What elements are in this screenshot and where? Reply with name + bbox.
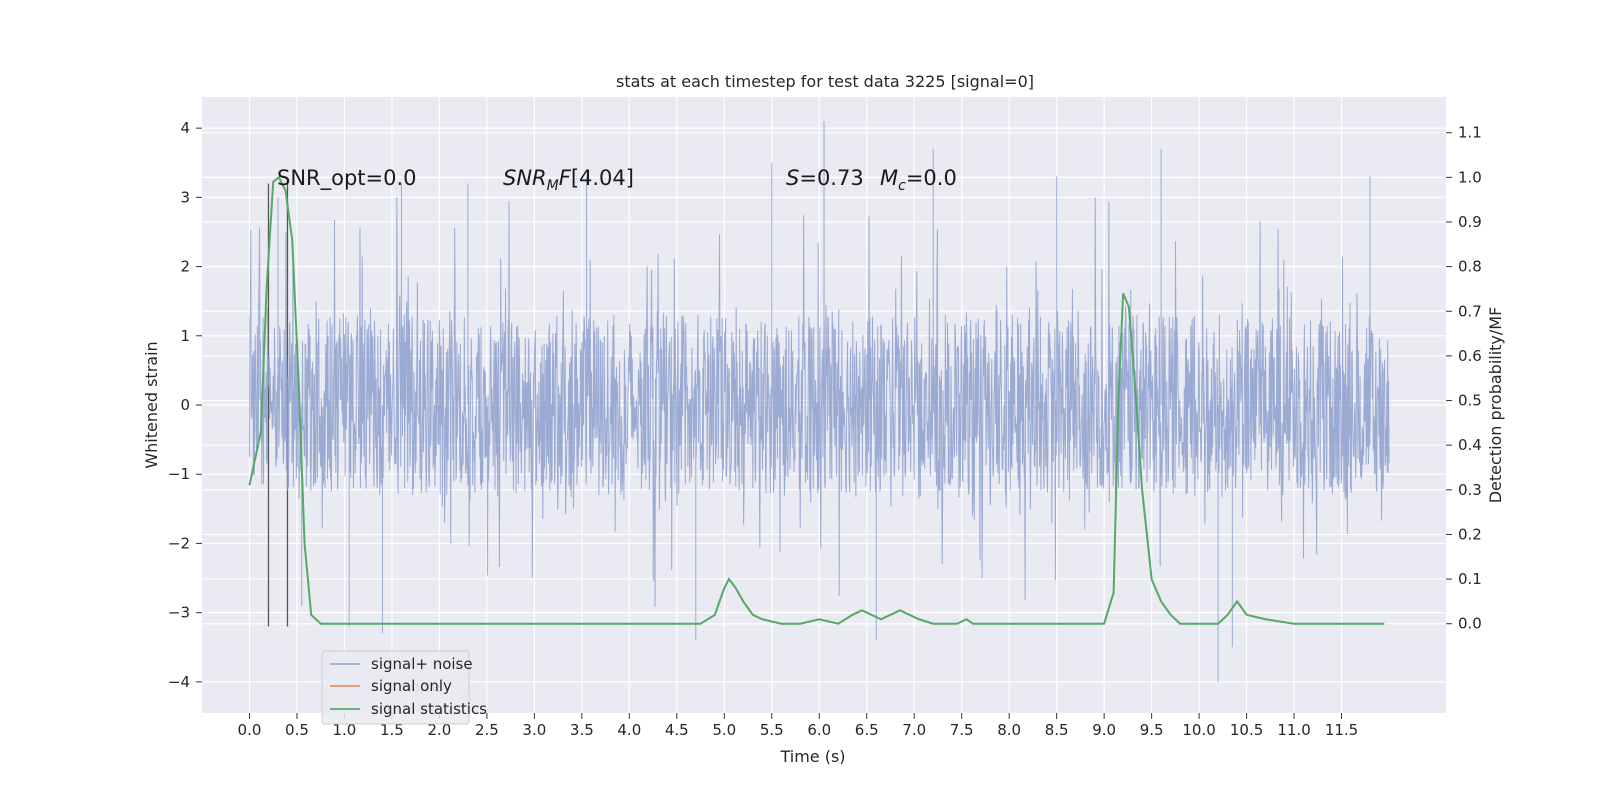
right-y-tick-label: 1.0 bbox=[1458, 168, 1482, 186]
noise-trace bbox=[248, 121, 1390, 682]
right-y-axis-label: Detection probability/MF bbox=[1486, 307, 1505, 504]
left-y-tick-label: −4 bbox=[168, 673, 190, 691]
mc-annotation: Mc=0.0 bbox=[880, 166, 957, 194]
right-y-tick-label: 0.3 bbox=[1458, 481, 1482, 499]
s-stat-annotation: S=0.73 bbox=[786, 166, 864, 190]
right-y-axis-ticks: 0.0 0.1 0.2 0.3 0.4 0.5 0.6 0.7 0.8 0.9 1.0 1.1 bbox=[1446, 124, 1482, 633]
snr-mf-annotation: SNRMF[4.04] bbox=[503, 166, 634, 194]
left-y-tick-label: −2 bbox=[168, 534, 190, 552]
x-tick-label: 2.5 bbox=[475, 721, 499, 739]
legend-box bbox=[321, 650, 470, 725]
right-y-tick-label: 0.0 bbox=[1458, 615, 1482, 633]
x-tick-label: 2.0 bbox=[427, 721, 451, 739]
x-tick-label: 9.0 bbox=[1092, 721, 1116, 739]
legend: noise signal+ noise signal only signal s… bbox=[321, 650, 487, 725]
x-tick-label: 0.0 bbox=[238, 721, 262, 739]
x-tick-label: 8.0 bbox=[997, 721, 1021, 739]
x-tick-label: 6.5 bbox=[855, 721, 879, 739]
legend-overlap-text: noise bbox=[401, 678, 441, 696]
right-y-tick-label: 0.8 bbox=[1458, 258, 1482, 276]
x-tick-label: 10.0 bbox=[1182, 721, 1215, 739]
x-tick-label: 11.5 bbox=[1325, 721, 1358, 739]
left-y-tick-label: −1 bbox=[168, 465, 190, 483]
statistics-series bbox=[248, 175, 1385, 625]
left-y-axis-label: Whitened strain bbox=[142, 341, 161, 468]
x-tick-label: 6.0 bbox=[807, 721, 831, 739]
left-y-tick-label: 1 bbox=[180, 327, 190, 345]
legend-label-statistics: signal statistics bbox=[371, 700, 487, 718]
x-tick-label: 5.0 bbox=[712, 721, 736, 739]
x-tick-label: 0.5 bbox=[285, 721, 309, 739]
x-tick-label: 3.5 bbox=[570, 721, 594, 739]
x-tick-label: 1.0 bbox=[333, 721, 357, 739]
x-tick-label: 1.5 bbox=[380, 721, 404, 739]
x-tick-label: 7.0 bbox=[902, 721, 926, 739]
x-tick-label: 5.5 bbox=[760, 721, 784, 739]
right-y-tick-label: 1.1 bbox=[1458, 124, 1482, 142]
grid-lines bbox=[202, 97, 1446, 713]
right-y-tick-label: 0.1 bbox=[1458, 570, 1482, 588]
left-y-tick-label: −3 bbox=[168, 604, 190, 622]
left-y-tick-label: 2 bbox=[180, 258, 190, 276]
snr-opt-annotation: SNR_opt=0.0 bbox=[277, 166, 417, 191]
noise-series bbox=[248, 121, 1390, 682]
x-tick-label: 10.5 bbox=[1230, 721, 1263, 739]
chart-title: stats at each timestep for test data 322… bbox=[616, 72, 1034, 91]
x-tick-label: 4.0 bbox=[617, 721, 641, 739]
x-tick-label: 4.5 bbox=[665, 721, 689, 739]
right-y-tick-label: 0.6 bbox=[1458, 347, 1482, 365]
legend-label-signal-only: signal only bbox=[371, 677, 452, 695]
right-y-tick-label: 0.5 bbox=[1458, 392, 1482, 410]
left-y-tick-label: 0 bbox=[180, 396, 190, 414]
left-y-axis-ticks: −4 −3 −2 −1 0 1 2 3 4 bbox=[168, 119, 202, 691]
right-y-tick-label: 0.9 bbox=[1458, 213, 1482, 231]
x-axis-ticks: 0.0 0.5 1.0 1.5 2.0 2.5 3.0 3.5 4.0 4.5 5.0 5.5 6.0 6… bbox=[238, 713, 1358, 739]
left-y-tick-label: 3 bbox=[180, 188, 190, 206]
right-y-tick-label: 0.2 bbox=[1458, 525, 1482, 543]
x-tick-label: 8.5 bbox=[1045, 721, 1069, 739]
right-y-tick-label: 0.7 bbox=[1458, 302, 1482, 320]
x-axis-label: Time (s) bbox=[779, 747, 845, 766]
x-tick-label: 11.0 bbox=[1277, 721, 1310, 739]
legend-label-noise: signal+ noise bbox=[371, 655, 473, 673]
x-tick-label: 9.5 bbox=[1140, 721, 1164, 739]
x-tick-label: 3.0 bbox=[522, 721, 546, 739]
left-y-tick-label: 4 bbox=[180, 119, 190, 137]
x-tick-label: 7.5 bbox=[950, 721, 974, 739]
right-y-tick-label: 0.4 bbox=[1458, 436, 1482, 454]
statistics-line bbox=[248, 175, 1385, 625]
